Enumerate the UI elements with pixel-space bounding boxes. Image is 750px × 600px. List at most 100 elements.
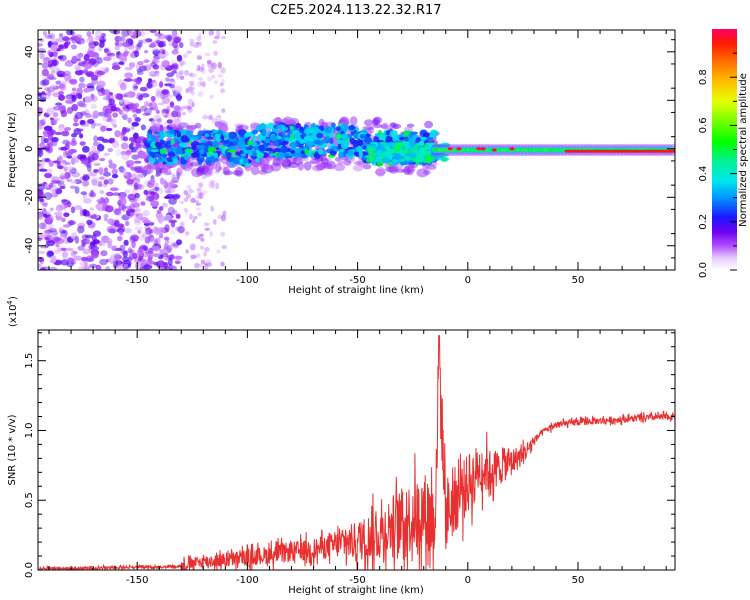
noise-speck — [217, 61, 222, 69]
noise-speck — [139, 86, 148, 92]
noise-speck — [58, 32, 64, 38]
noise-speck — [118, 61, 125, 65]
noise-speck — [150, 95, 156, 102]
noise-speck — [221, 79, 225, 86]
band-core — [244, 150, 253, 154]
noise-speck — [171, 70, 177, 74]
noise-speck — [130, 234, 140, 242]
noise-speck — [157, 227, 166, 234]
noise-speck — [178, 42, 184, 49]
noise-speck — [163, 83, 173, 87]
snr-background — [38, 330, 675, 570]
noise-speck — [156, 260, 166, 268]
noise-speck — [216, 249, 221, 254]
noise-speck — [47, 73, 55, 80]
noise-speck — [43, 137, 49, 144]
noise-speck — [152, 58, 160, 64]
noise-speck — [46, 86, 56, 93]
band-halo — [388, 165, 399, 174]
noise-speck — [137, 60, 144, 66]
noise-speck — [59, 83, 65, 89]
noise-speck — [40, 266, 46, 270]
noise-speck — [114, 93, 122, 100]
noise-speck — [41, 94, 46, 98]
noise-speck — [211, 182, 215, 187]
noise-speck — [113, 253, 121, 260]
noise-speck — [127, 38, 133, 45]
noise-speck — [105, 191, 114, 197]
noise-speck — [48, 182, 54, 188]
noise-speck — [145, 250, 154, 255]
noise-speck — [132, 132, 139, 140]
noise-speck — [159, 177, 165, 185]
band-core — [419, 147, 426, 153]
noise-speck — [38, 43, 44, 47]
band-core — [167, 151, 176, 158]
band-core — [149, 156, 156, 164]
noise-speck — [81, 175, 87, 181]
noise-speck — [174, 37, 181, 44]
noise-speck — [91, 145, 97, 153]
noise-speck — [48, 222, 54, 231]
band-core — [211, 141, 219, 149]
band-core — [392, 158, 398, 163]
noise-speck — [61, 250, 69, 259]
noise-speck — [90, 94, 98, 103]
noise-speck — [197, 64, 201, 70]
noise-speck — [122, 41, 132, 48]
x-tick-label: -150 — [126, 575, 149, 586]
noise-speck — [38, 147, 43, 155]
noise-speck — [63, 41, 69, 49]
colorbar: 0.0 0.2 0.4 0.6 0.8 Normalized spectral ampl… — [698, 29, 749, 278]
noise-speck — [129, 211, 139, 218]
noise-speck — [44, 172, 53, 179]
noise-speck — [130, 201, 136, 206]
noise-speck — [194, 262, 200, 269]
noise-speck — [154, 70, 160, 75]
noise-speck — [58, 90, 64, 96]
band-core — [288, 142, 298, 149]
noise-speck — [142, 112, 151, 116]
band-core — [289, 125, 294, 130]
noise-speck — [199, 66, 204, 72]
noise-speck — [46, 91, 53, 97]
noise-speck — [171, 209, 178, 216]
noise-speck — [80, 160, 88, 165]
noise-speck — [89, 263, 98, 269]
noise-speck — [60, 146, 68, 151]
noise-speck — [76, 54, 83, 59]
noise-speck — [121, 109, 129, 117]
noise-speck — [123, 92, 132, 98]
noise-speck — [176, 94, 182, 102]
noise-speck — [117, 235, 123, 242]
band-core — [240, 153, 247, 157]
snr-panel: -150 -100 -50 0 50 0.0 0.5 1.0 1.5 Height of str… — [6, 296, 676, 596]
snr-series — [38, 335, 675, 570]
y-tick-label: 20 — [24, 94, 35, 107]
noise-speck — [55, 204, 63, 212]
noise-speck — [189, 41, 195, 47]
noise-speck — [104, 69, 109, 73]
band-core — [206, 151, 215, 156]
noise-speck — [203, 251, 208, 257]
noise-speck — [55, 243, 60, 248]
noise-speck — [78, 82, 86, 89]
noise-speck — [92, 51, 99, 58]
noise-speck — [58, 165, 64, 170]
noise-speck — [54, 188, 63, 195]
colorbar-ticks: 0.0 0.2 0.4 0.6 0.8 — [698, 52, 737, 278]
noise-speck — [85, 255, 94, 262]
band-halo — [281, 118, 294, 125]
colorbar-tick-label: 0.8 — [698, 69, 709, 85]
noise-speck — [206, 262, 212, 267]
band-halo — [222, 166, 230, 175]
noise-speck — [149, 30, 157, 34]
band-core — [256, 152, 264, 159]
band-halo — [372, 119, 379, 125]
noise-speck — [108, 163, 117, 169]
noise-speck — [179, 200, 184, 205]
band-core — [190, 152, 200, 158]
noise-speck — [43, 183, 51, 188]
noise-speck — [125, 159, 135, 166]
noise-speck — [97, 180, 103, 187]
